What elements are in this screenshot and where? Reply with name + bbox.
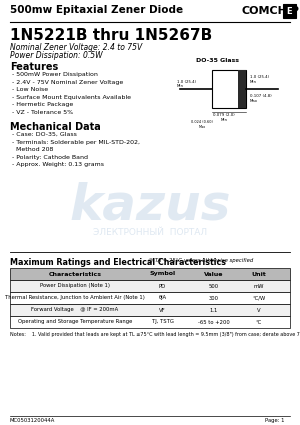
Text: Maximum Ratings and Electrical Characteristics: Maximum Ratings and Electrical Character… [10,258,226,267]
Text: DO-35 Glass: DO-35 Glass [196,58,239,63]
Text: - VZ - Tolerance 5%: - VZ - Tolerance 5% [12,110,73,114]
Text: °C: °C [256,320,262,325]
Bar [238,70,246,108]
Bar [10,292,290,304]
Bar [10,304,290,316]
Text: @ TA = 25°C unless otherwise specified: @ TA = 25°C unless otherwise specified [148,258,253,263]
Bar [10,316,290,328]
Text: TJ, TSTG: TJ, TSTG [152,320,173,325]
Text: - Hermetic Package: - Hermetic Package [12,102,73,107]
Text: - 500mW Power Dissipation: - 500mW Power Dissipation [12,72,98,77]
Text: V: V [257,308,261,312]
Bar [10,280,290,292]
Text: Mechanical Data: Mechanical Data [10,122,101,132]
Text: °C/W: °C/W [252,295,266,300]
Text: Features: Features [10,62,58,72]
Text: MC0503120044A: MC0503120044A [10,418,56,423]
Text: Thermal Resistance, Junction to Ambient Air (Note 1): Thermal Resistance, Junction to Ambient … [5,295,145,300]
Text: Power Dissipation: 0.5W: Power Dissipation: 0.5W [10,51,103,60]
Text: 1.1: 1.1 [210,308,218,312]
Text: ЭЛЕКТРОННЫЙ  ПОРТАЛ: ЭЛЕКТРОННЫЙ ПОРТАЛ [93,227,207,236]
Text: mW: mW [254,283,264,289]
Text: COMCHIP: COMCHIP [242,6,300,16]
Text: Page: 1: Page: 1 [265,418,284,423]
Text: 300: 300 [209,295,219,300]
Text: 1.0 (25.4)
Min: 1.0 (25.4) Min [250,75,269,84]
Text: PD: PD [159,283,166,289]
Text: θJA: θJA [158,295,166,300]
Text: - Low Noise: - Low Noise [12,87,48,92]
Bar [283,4,296,18]
Text: - 2.4V - 75V Nominal Zener Voltage: - 2.4V - 75V Nominal Zener Voltage [12,79,123,85]
Text: 500: 500 [209,283,219,289]
Text: 500mw Epitaxial Zener Diode: 500mw Epitaxial Zener Diode [10,5,183,15]
Text: Unit: Unit [252,272,266,277]
Text: - Polarity: Cathode Band: - Polarity: Cathode Band [12,155,88,159]
Text: 0.107 (4.8)
Max: 0.107 (4.8) Max [250,94,272,103]
Text: Power Dissipation (Note 1): Power Dissipation (Note 1) [40,283,110,289]
Text: Nominal Zener Voltage: 2.4 to 75V: Nominal Zener Voltage: 2.4 to 75V [10,43,142,52]
Bar [10,268,290,280]
Text: Characteristics: Characteristics [49,272,101,277]
Text: 0.079 (2.0)
Min: 0.079 (2.0) Min [213,113,235,122]
Text: VF: VF [159,308,166,312]
Bar [212,70,246,108]
Text: - Surface Mount Equivalents Available: - Surface Mount Equivalents Available [12,94,131,99]
Text: - Approx. Weight: 0.13 grams: - Approx. Weight: 0.13 grams [12,162,104,167]
Text: Operating and Storage Temperature Range: Operating and Storage Temperature Range [18,320,132,325]
Text: 0.024 (0.60)
Max: 0.024 (0.60) Max [191,120,213,129]
Text: Value: Value [204,272,224,277]
Text: 1.0 (25.4)
Min: 1.0 (25.4) Min [177,80,196,88]
Text: - Case: DO-35, Glass: - Case: DO-35, Glass [12,132,77,137]
Text: Notes:    1. Valid provided that leads are kept at TL ≤75°C with lead length = 9: Notes: 1. Valid provided that leads are … [10,332,300,337]
Text: 1N5221B thru 1N5267B: 1N5221B thru 1N5267B [10,28,212,43]
Text: Method 208: Method 208 [12,147,53,152]
Text: E: E [287,6,292,15]
Text: - Terminals: Solderable per MIL-STD-202,: - Terminals: Solderable per MIL-STD-202, [12,139,140,144]
Text: -65 to +200: -65 to +200 [198,320,230,325]
Text: kazus: kazus [69,181,231,229]
Text: Symbol: Symbol [149,272,176,277]
Text: Forward Voltage    @ IF = 200mA: Forward Voltage @ IF = 200mA [32,308,119,312]
